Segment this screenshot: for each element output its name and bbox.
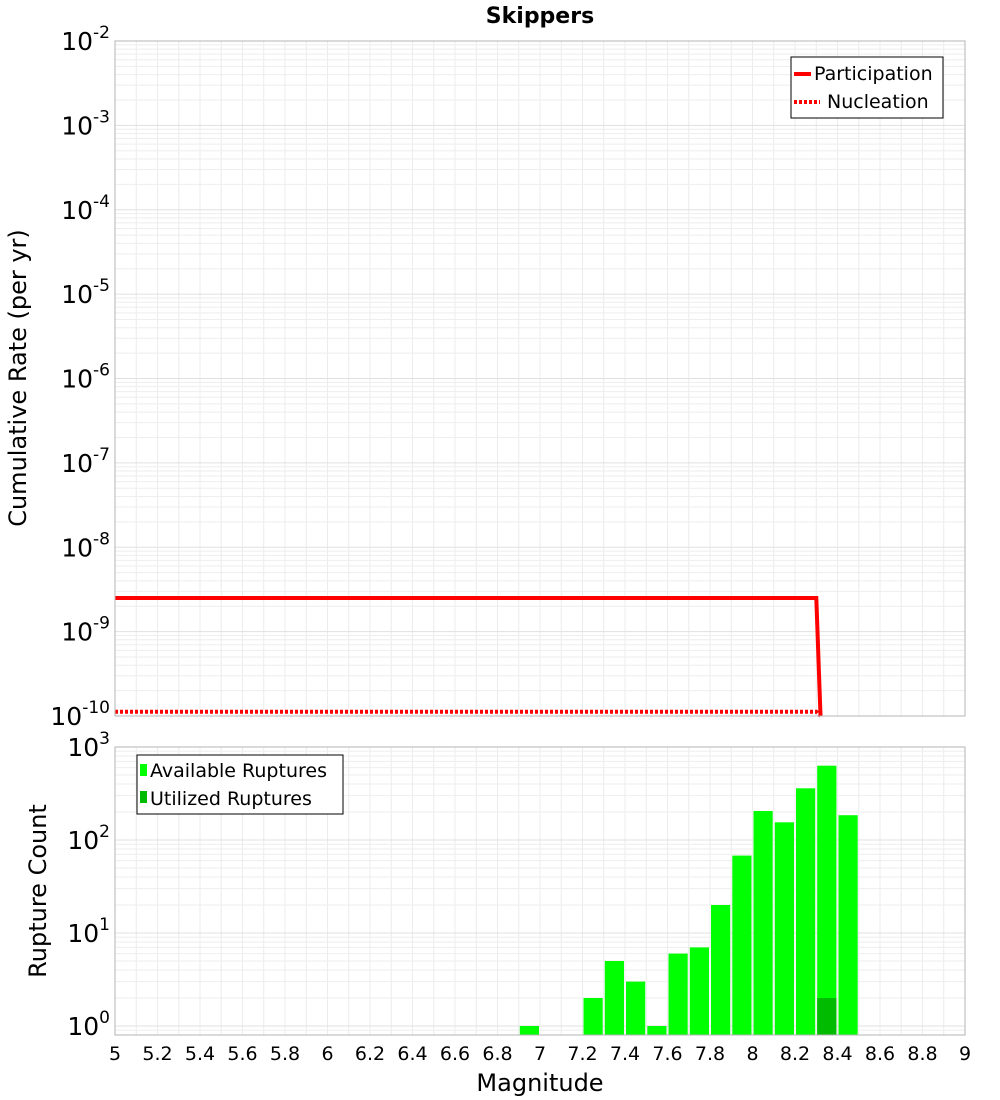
bar-available-8.15: [774, 822, 794, 1035]
x-tick-label: 8.4: [822, 1043, 852, 1065]
x-tick-label: 5.2: [142, 1043, 172, 1065]
bar-available-7.35: [604, 961, 624, 1035]
bar-available-7.25: [583, 998, 603, 1035]
bar-available-8.45: [838, 815, 858, 1035]
rupture-plot-y-axis-label: Rupture Count: [24, 804, 52, 978]
rupture-plot-y-tick-label: 100: [67, 1008, 110, 1041]
rate-plot-y-tick-label: 10-6: [61, 361, 110, 394]
rate-plot-series: [115, 596, 823, 718]
bar-available-7.95: [732, 855, 752, 1035]
x-tick-label: 6.8: [482, 1043, 512, 1065]
bar-available-7.75: [689, 947, 709, 1035]
legend-label-utilized: Utilized Ruptures: [150, 788, 312, 810]
x-tick-label: 7.4: [610, 1043, 640, 1065]
x-tick-label: 6.6: [440, 1043, 470, 1065]
bar-available-7.45: [626, 981, 646, 1035]
legend-label-available: Available Ruptures: [150, 760, 327, 782]
bar-available-7.65: [668, 953, 688, 1035]
rupture-plot-legend-box: [136, 754, 344, 815]
x-tick-label: 6.2: [355, 1043, 385, 1065]
x-tick-label: 7: [534, 1043, 546, 1065]
x-tick-label: 6.4: [397, 1043, 427, 1065]
rate-plot-y-tick-label: 10-9: [61, 614, 110, 647]
rate-plot-frame: [114, 40, 966, 717]
bar-available-7.55: [647, 1026, 667, 1035]
rate-plot-y-tick-label: 10-2: [61, 23, 110, 56]
rupture-plot-y-tick-label: 101: [67, 915, 110, 948]
rate-plot-y-ticks: 10-2 10-3 10-4 10-5 10-6 10-7 10-8 10-9 10-10: [50, 23, 110, 731]
x-tick-label: 5.6: [227, 1043, 257, 1065]
bar-utilized-8.35: [817, 998, 837, 1035]
rate-plot-y-tick-label: 10-10: [50, 698, 110, 731]
rate-plot-y-tick-label: 10-3: [61, 107, 110, 140]
rate-plot-legend: Participation Nucleation: [790, 56, 944, 119]
chart-title: Skippers: [486, 4, 594, 29]
x-tick-label: 7.2: [567, 1043, 597, 1065]
bar-available-8.05: [753, 811, 773, 1035]
x-tick-label: 5: [109, 1043, 121, 1065]
x-tick-label: 8: [746, 1043, 758, 1065]
bar-available-8.25: [796, 788, 816, 1035]
bar-available-8.35: [817, 765, 837, 1035]
x-tick-label: 8.2: [780, 1043, 810, 1065]
rupture-plot-frame: [114, 746, 966, 1036]
rate-plot-y-tick-label: 10-5: [61, 276, 110, 309]
series-line-nucleation: [115, 709, 822, 718]
x-tick-label: 5.8: [270, 1043, 300, 1065]
bar-available-7.85: [711, 905, 731, 1035]
legend-label-nucleation: Nucleation: [827, 91, 929, 113]
x-tick-label: 5.4: [185, 1043, 215, 1065]
rate-plot-y-tick-label: 10-4: [61, 192, 110, 225]
legend-swatch-utilized: [140, 791, 147, 803]
rupture-plot-y-ticks: 103 102 101 100: [67, 729, 110, 1041]
x-tick-label: 7.6: [652, 1043, 682, 1065]
x-tick-label: 9: [959, 1043, 971, 1065]
x-tick-label: 8.8: [907, 1043, 937, 1065]
legend-swatch-available: [140, 764, 147, 776]
x-tick-label: 6: [321, 1043, 333, 1065]
x-tick-label: 8.6: [865, 1043, 895, 1065]
rate-plot: 10-2 10-3 10-4 10-5 10-6 10-7 10-8 10-9 10-10 Cu…: [4, 23, 966, 731]
rupture-plot-y-tick-label: 103: [67, 729, 110, 762]
series-line-participation: [115, 596, 823, 717]
rate-plot-legend-box: [790, 56, 944, 119]
rupture-plot-y-tick-label: 102: [67, 822, 110, 855]
rate-plot-grid: [114, 41, 966, 717]
legend-label-participation: Participation: [814, 63, 933, 85]
x-tick-label: 7.8: [695, 1043, 725, 1065]
rate-plot-y-tick-label: 10-7: [61, 445, 110, 478]
rupture-plot-x-ticks: 5 5.2 5.4 5.6 5.8 6 6.2 6.4 6.6 6.8 7 7.2 7.4 7.6 7.8 8…: [109, 1043, 971, 1065]
rupture-plot: 103 102 101 100 5 5.2 5.4 5.6 5.8 6 6.2 6.4 6.6 6.8 7…: [24, 729, 971, 1097]
x-axis-label: Magnitude: [476, 1069, 603, 1097]
rate-plot-y-tick-label: 10-8: [61, 529, 110, 562]
rupture-plot-bars: [519, 765, 858, 1035]
rate-plot-y-axis-label: Cumulative Rate (per yr): [4, 229, 32, 527]
bar-available-6.95: [519, 1026, 539, 1035]
rupture-plot-legend: Available Ruptures Utilized Ruptures: [136, 754, 344, 815]
